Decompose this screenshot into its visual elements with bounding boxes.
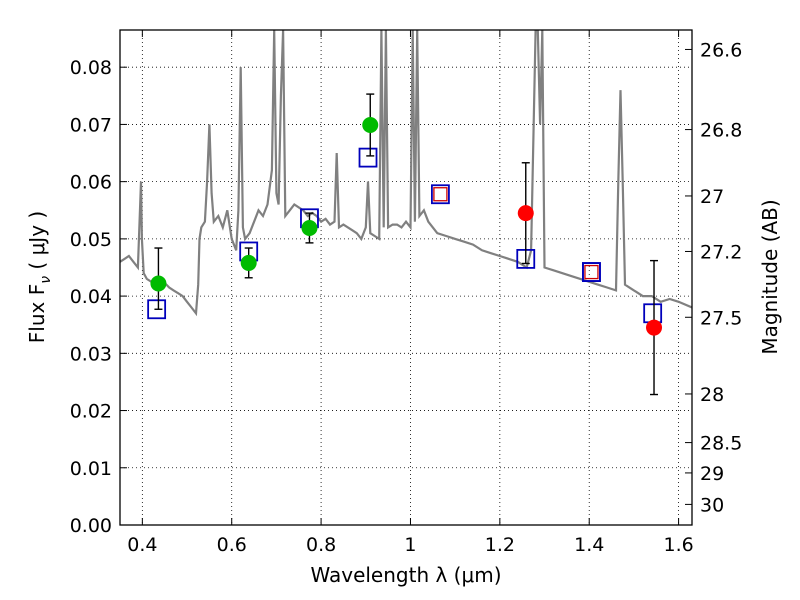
magnitude-tick-label: 27.2 (700, 241, 742, 263)
model-photometry-box (358, 147, 378, 168)
model-spectrum-line (120, 30, 692, 317)
x-tick-label: 1.6 (663, 534, 693, 556)
x-tick-label: 1.2 (485, 534, 515, 556)
magnitude-tick-label: 27 (700, 186, 724, 208)
upper-limit-boxes (431, 184, 601, 282)
observed-point-green (240, 254, 257, 271)
plot-area (120, 30, 692, 396)
observed-point-green (362, 116, 379, 133)
x-tick-label: 1 (404, 534, 416, 556)
y-tick-label: 0.06 (70, 172, 112, 194)
x-axis-label: Wavelength λ (μm) (310, 563, 501, 587)
y-axis-label-sub: ν (38, 276, 54, 284)
y-tick-label: 0.04 (70, 286, 112, 308)
x-tick-label: 0.6 (217, 534, 247, 556)
y-tick-label: 0.07 (70, 114, 112, 136)
y-tick-label: 0.05 (70, 229, 112, 251)
observed-point-red (646, 319, 663, 336)
error-bars (154, 93, 659, 396)
x-tick-label: 0.4 (127, 534, 157, 556)
x-tick-label: 1.4 (574, 534, 604, 556)
upper-limit-outer-box (582, 262, 601, 282)
observed-points (150, 116, 663, 336)
plot-frame (119, 29, 693, 526)
y-axis-ticks: 0.00 0.01 0.02 0.03 0.04 0.05 0.06 0.07 0.08 (70, 57, 127, 537)
magnitude-tick-label: 26.8 (700, 120, 742, 142)
upper-limit-box (433, 187, 448, 202)
y-tick-label: 0.08 (70, 57, 112, 79)
y-axis-label-main: Flux F (25, 284, 49, 343)
x-tick-label: 0.8 (306, 534, 336, 556)
y-axis-label: Flux Fν ( μJy ) (25, 211, 54, 343)
magnitude-tick-label: 29 (700, 463, 724, 485)
magnitude-tick-label: 28 (700, 384, 724, 406)
magnitude-axis-label: Magnitude (AB) (758, 199, 782, 354)
x-axis-ticks: 0.4 0.6 0.8 1 1.2 1.4 1.6 (127, 30, 694, 556)
upper-limit-outer-box (431, 184, 450, 205)
magnitude-tick-label: 30 (700, 494, 724, 516)
model-photometry-box (147, 299, 167, 320)
y-tick-label: 0.00 (70, 515, 112, 537)
magnitude-tick-label: 27.5 (700, 307, 742, 329)
upper-limit-box (584, 264, 599, 280)
observed-point-red (517, 205, 534, 222)
magnitude-axis-ticks: 26.6 26.8 27 27.2 27.5 28 28.5 29 30 (685, 39, 742, 516)
magnitude-tick-label: 26.6 (700, 39, 742, 61)
observed-point-green (301, 220, 318, 236)
y-tick-label: 0.01 (70, 458, 112, 480)
y-tick-label: 0.03 (70, 343, 112, 365)
y-tick-label: 0.02 (70, 401, 112, 423)
observed-point-green (150, 275, 167, 292)
y-axis-label-unit: ( μJy ) (25, 211, 49, 276)
magnitude-tick-label: 28.5 (700, 433, 742, 455)
grid-lines (120, 30, 692, 526)
model-photometry-box (643, 303, 663, 324)
